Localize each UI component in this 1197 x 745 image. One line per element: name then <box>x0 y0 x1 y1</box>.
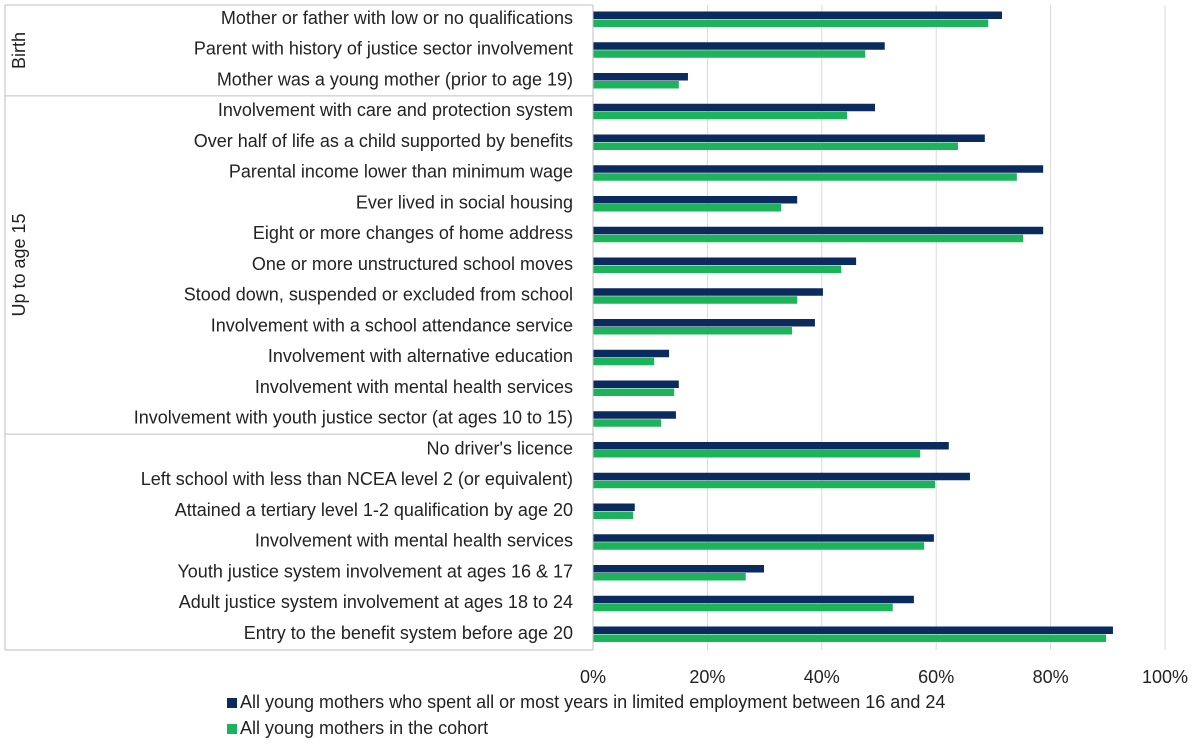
bar <box>593 626 1113 634</box>
bar <box>593 442 949 450</box>
legend-swatch <box>227 698 237 708</box>
category-label: Involvement with alternative education <box>268 346 573 366</box>
category-label: Involvement with mental health services <box>255 377 573 397</box>
bar <box>593 257 857 265</box>
bar <box>593 165 1044 173</box>
bar <box>593 81 679 89</box>
group-label: Up to age 15 <box>9 213 29 316</box>
bar <box>593 173 1017 181</box>
bar <box>593 357 655 366</box>
bar <box>593 603 893 612</box>
bar <box>593 534 934 542</box>
bar <box>593 296 798 304</box>
category-label: Over half of life as a child supported b… <box>194 131 573 151</box>
category-label: Entry to the benefit system before age 2… <box>244 623 573 643</box>
bar <box>593 565 765 573</box>
category-label: Adult justice system involvement at ages… <box>179 592 573 612</box>
legend-label: All young mothers in the cohort <box>240 718 488 738</box>
category-label: Youth justice system involvement at ages… <box>177 561 573 581</box>
x-tick-label: 0% <box>580 667 606 687</box>
bar <box>593 380 679 388</box>
x-tick-label: 40% <box>804 667 840 687</box>
category-label: Mother was a young mother (prior to age … <box>217 69 573 89</box>
category-label: No driver's licence <box>427 438 574 458</box>
x-tick-label: 20% <box>689 667 725 687</box>
bar <box>593 595 914 604</box>
bar <box>593 42 885 50</box>
category-label: Involvement with youth justice sector (a… <box>134 408 573 428</box>
bar <box>593 511 634 519</box>
bar <box>593 103 875 112</box>
bar <box>593 134 985 142</box>
bar <box>593 234 1024 243</box>
bar <box>593 11 1002 19</box>
x-tick-label: 60% <box>918 667 954 687</box>
bar <box>593 480 936 489</box>
bar <box>593 50 866 58</box>
bar <box>593 472 970 481</box>
bar <box>593 634 1107 642</box>
bar <box>593 204 782 212</box>
bar <box>593 411 676 419</box>
category-label: One or more unstructured school moves <box>252 254 573 274</box>
category-label: Ever lived in social housing <box>356 192 573 212</box>
bar <box>593 349 670 358</box>
group-label: Birth <box>9 32 29 69</box>
bar <box>593 196 798 204</box>
bar <box>593 111 847 120</box>
category-label: Attained a tertiary level 1-2 qualificat… <box>175 500 573 520</box>
category-label: Eight or more changes of home address <box>253 223 573 243</box>
bar <box>593 542 925 550</box>
bar <box>593 265 842 273</box>
category-label: Involvement with care and protection sys… <box>218 100 573 120</box>
bar <box>593 503 635 511</box>
bar <box>593 388 675 396</box>
bar <box>593 19 989 27</box>
category-label: Involvement with a school attendance ser… <box>211 315 573 335</box>
category-label: Parental income lower than minimum wage <box>229 162 573 182</box>
x-tick-label: 100% <box>1142 667 1188 687</box>
category-label: Parent with history of justice sector in… <box>194 39 573 59</box>
bar <box>593 573 746 581</box>
bar <box>593 450 921 458</box>
bar <box>593 419 662 427</box>
bar <box>593 226 1044 235</box>
category-label: Involvement with mental health services <box>255 531 573 551</box>
bar <box>593 319 815 327</box>
x-tick-label: 80% <box>1033 667 1069 687</box>
category-label: Mother or father with low or no qualific… <box>221 8 573 28</box>
bar <box>593 73 688 81</box>
category-label: Left school with less than NCEA level 2 … <box>141 469 573 489</box>
legend-label: All young mothers who spent all or most … <box>240 692 945 712</box>
bar <box>593 142 958 150</box>
bar <box>593 288 823 296</box>
bar <box>593 327 793 335</box>
legend-swatch <box>227 724 237 734</box>
category-label: Stood down, suspended or excluded from s… <box>184 285 573 305</box>
